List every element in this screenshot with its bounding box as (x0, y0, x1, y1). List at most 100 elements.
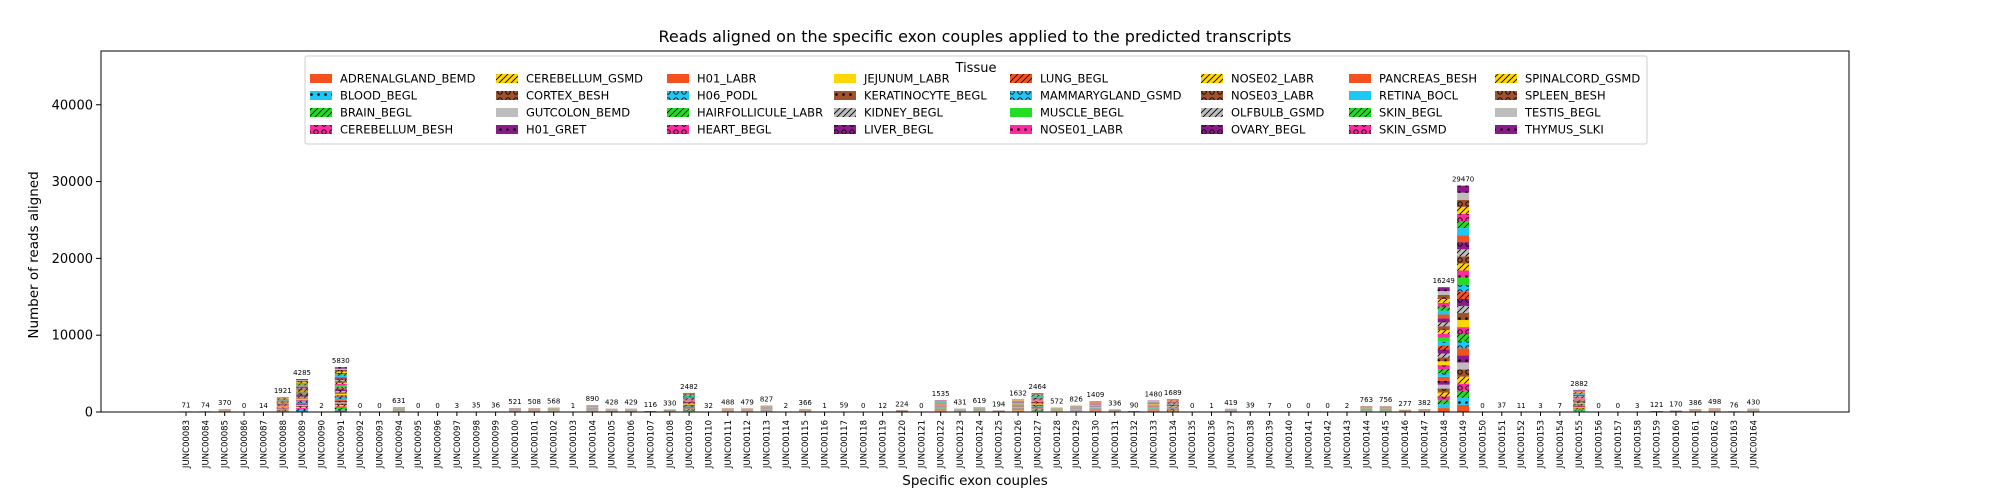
bar-total-label: 1632 (1009, 389, 1027, 397)
bar-JUNC00145 (1379, 406, 1392, 412)
bar-segment-hatch (1031, 409, 1044, 411)
x-tick-label: JUNC00083 (182, 420, 192, 469)
bar-total-label: 488 (721, 398, 734, 406)
bar-total-label: 0 (1480, 402, 1484, 410)
bar-segment-hatch (683, 406, 696, 407)
legend-label: PANCREAS_BESH (1379, 72, 1477, 86)
x-tick-label: JUNC00159 (1653, 420, 1663, 469)
x-tick-label: JUNC00120 (898, 420, 908, 469)
bar-segment-hatch (1573, 403, 1586, 405)
legend-label: OVARY_BEGL (1231, 123, 1306, 137)
bar-total-label: 521 (508, 398, 521, 406)
legend-swatch-hatch (834, 125, 856, 134)
bar-segment-hatch (334, 409, 347, 411)
bar-total-label: 39 (1246, 402, 1255, 410)
bar-segment-hatch (1031, 394, 1044, 395)
bar-segment (683, 404, 696, 405)
x-tick-label: JUNC00152 (1517, 420, 1527, 469)
legend-label: LIVER_BEGL (864, 123, 934, 137)
bar-segment-hatch (1031, 403, 1044, 405)
x-tick-label: JUNC00144 (1362, 420, 1372, 469)
x-tick-label: JUNC00112 (743, 420, 753, 469)
bar-segment-hatch (1437, 365, 1450, 370)
bar-segment-hatch (1437, 322, 1450, 327)
x-tick-label: JUNC00109 (685, 420, 695, 469)
bar-segment-hatch (1457, 206, 1470, 214)
legend-swatch-hatch (667, 125, 689, 134)
x-tick-label: JUNC00139 (1266, 420, 1276, 469)
bar-segment-hatch (1573, 407, 1586, 409)
x-tick-label: JUNC00102 (550, 420, 560, 469)
legend-entry: H01_LABR (667, 72, 756, 86)
bar-segment-hatch (334, 370, 347, 372)
legend-label: KIDNEY_BEGL (864, 106, 943, 120)
bar-total-label: 5830 (332, 357, 350, 365)
bar-segment (1573, 390, 1586, 392)
x-tick-label: JUNC00089 (298, 420, 308, 469)
legend-swatch-hatch (834, 91, 856, 100)
x-tick-label: JUNC00116 (821, 420, 831, 469)
bar-segment-hatch (1573, 402, 1586, 404)
bar-JUNC00133 (1147, 400, 1160, 412)
bar-segment-hatch (1437, 326, 1450, 331)
bar-segment-hatch (1031, 394, 1044, 396)
bar-segment-hatch (683, 403, 696, 405)
legend-entry: SPLEEN_BESH (1495, 89, 1606, 103)
bar-segment-hatch (1031, 401, 1044, 403)
bar-segment-hatch (683, 394, 696, 395)
legend: Tissue ADRENALGLAND_BEMD BLOOD_BEGL BRAIN_… (304, 55, 1648, 145)
legend-swatch-hatch (1495, 74, 1517, 83)
x-tick-label: JUNC00124 (975, 420, 985, 469)
x-tick-label: JUNC00111 (724, 420, 734, 469)
bar-segment-hatch (1573, 401, 1586, 403)
legend-entry: KIDNEY_BEGL (834, 106, 943, 120)
legend-swatch-hatch (1495, 91, 1517, 100)
bar-segment-hatch (1437, 333, 1450, 338)
bar-total-label: 0 (242, 402, 246, 410)
bar-segment-hatch (683, 398, 696, 400)
bar-segment-hatch (1457, 270, 1470, 278)
bar-total-label: 36 (491, 402, 500, 410)
bar-segment-hatch (334, 389, 347, 392)
bar-total-label: 7 (1267, 402, 1271, 410)
bar-segment-hatch (683, 403, 696, 404)
x-tick-label: JUNC00134 (1169, 420, 1179, 469)
bar-segment-hatch (296, 395, 309, 397)
bar-segment-hatch (334, 406, 347, 408)
x-tick-label: JUNC00130 (1091, 420, 1101, 469)
legend-label: SKIN_GSMD (1379, 123, 1447, 137)
bar-segment-hatch (296, 397, 309, 399)
bar-segment-hatch (1573, 409, 1586, 410)
x-tick-label: JUNC00125 (995, 420, 1005, 469)
legend-swatch-hatch (310, 125, 332, 134)
bar-segment (334, 377, 347, 379)
bar-segment (1031, 406, 1044, 408)
bar-segment (296, 402, 309, 404)
x-tick-label: JUNC00161 (1691, 420, 1701, 469)
bar-segment-hatch (296, 401, 309, 403)
bar-segment-hatch (1031, 405, 1044, 407)
legend-label: CORTEX_BESH (526, 89, 609, 103)
bar-segment-hatch (683, 408, 696, 410)
legend-swatch-hatch (1010, 125, 1032, 134)
legend-label: CEREBELLUM_BESH (340, 123, 453, 137)
x-tick-label: JUNC00129 (1072, 420, 1082, 469)
bar-total-label: 1 (1209, 402, 1213, 410)
bar-segment-hatch (683, 409, 696, 410)
bar-total-label: 0 (1190, 402, 1194, 410)
x-tick-label: JUNC00119 (879, 420, 889, 469)
bar-total-label: 428 (605, 399, 618, 407)
bar-segment (1573, 394, 1586, 396)
x-tick-label: JUNC00088 (279, 420, 289, 469)
legend-swatch-hatch (496, 125, 518, 134)
x-tick-label: JUNC00142 (1324, 420, 1334, 469)
bar-segment (1457, 348, 1470, 356)
x-axis-label: Specific exon couples (902, 473, 1047, 489)
bar-segment-hatch (296, 400, 309, 402)
legend-entries: ADRENALGLAND_BEMD BLOOD_BEGL BRAIN_BEGL CER… (310, 72, 1640, 137)
y-tick-label: 20000 (52, 252, 93, 267)
legend-label: NOSE01_LABR (1040, 123, 1123, 137)
legend-label: SKIN_BEGL (1379, 106, 1443, 120)
bar-segment (683, 393, 696, 395)
